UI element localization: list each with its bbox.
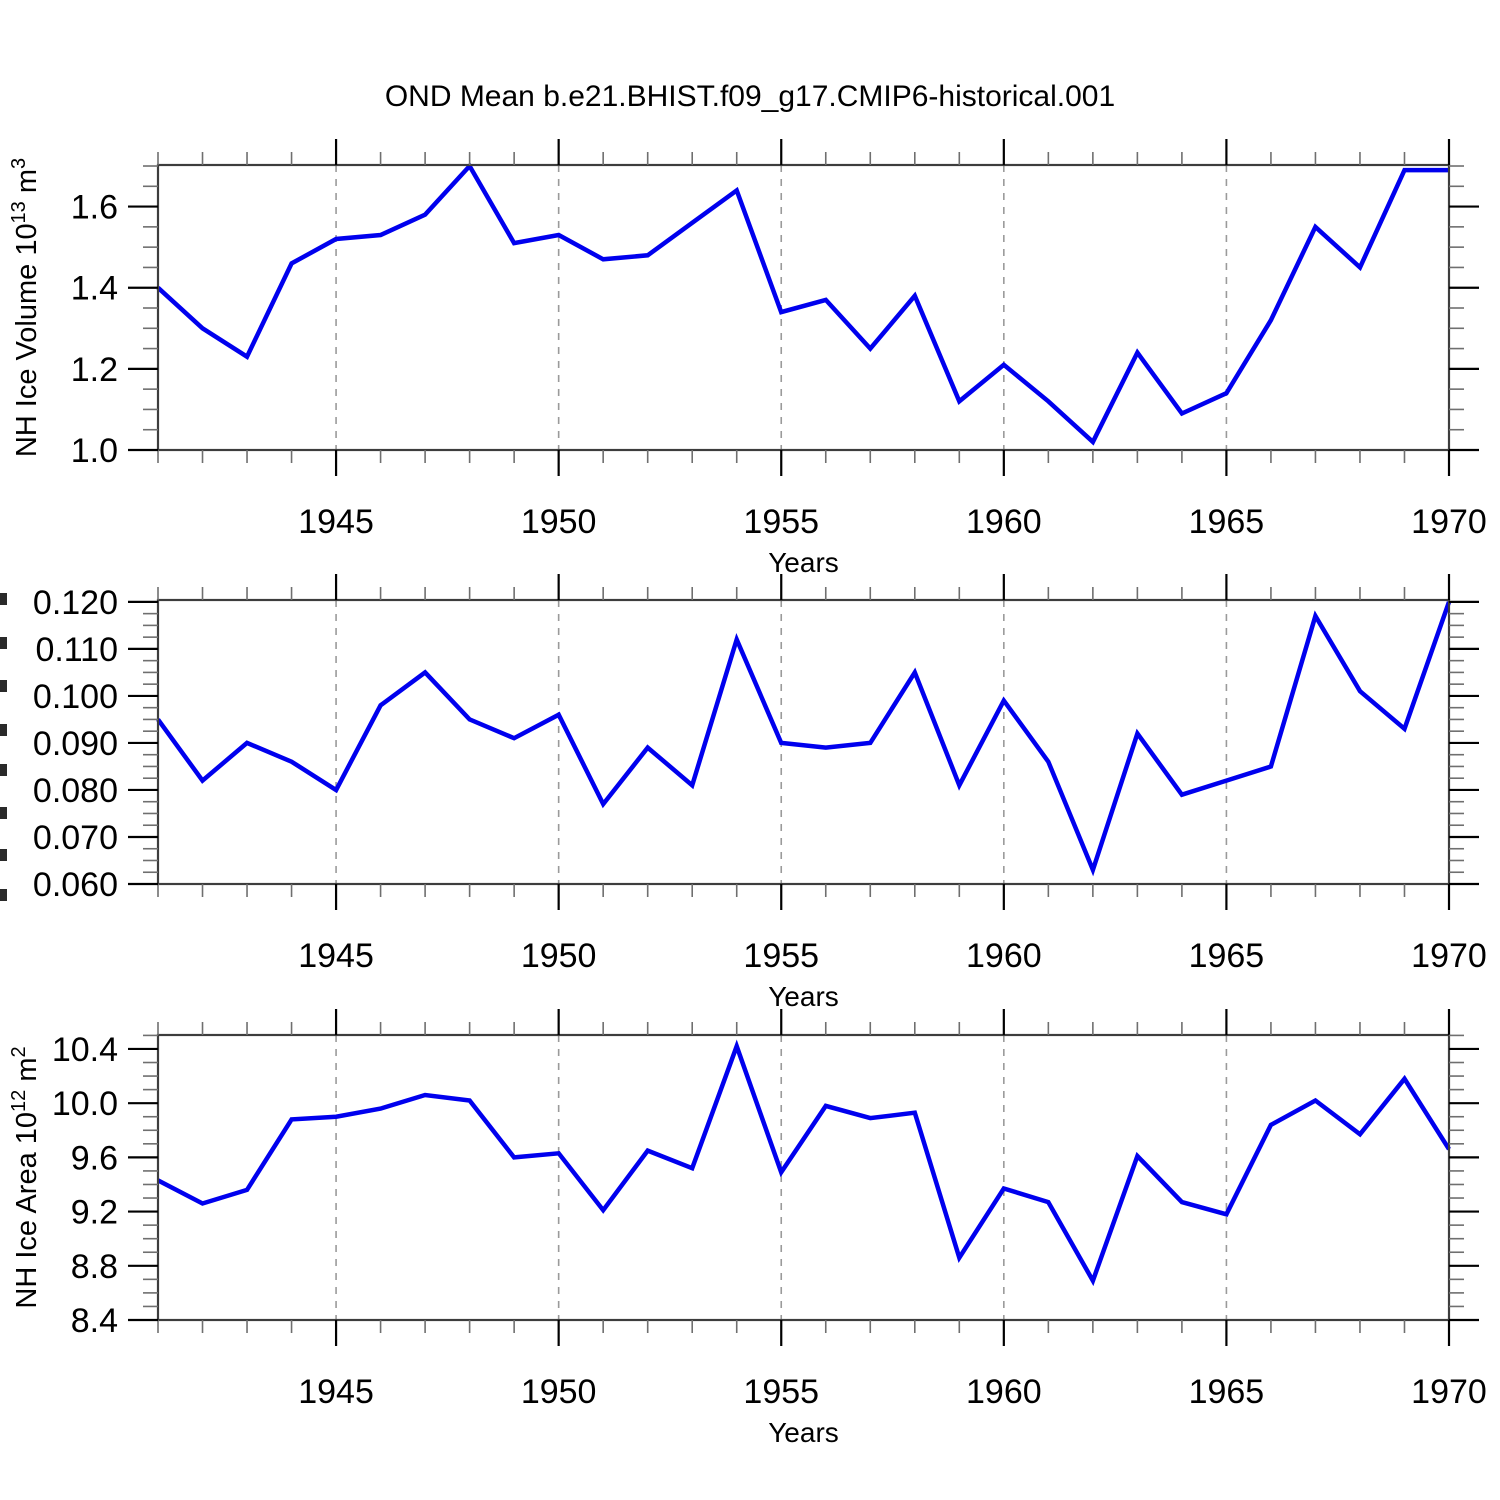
y-tick-label: 10.0 [52,1085,118,1123]
clipped-ylabel-fragment [0,724,7,736]
chart-title: OND Mean b.e21.BHIST.f09_g17.CMIP6-histo… [384,80,1116,113]
y-tick-label: 1.0 [71,432,118,470]
y-tick-label: 0.110 [35,631,118,669]
y-tick-label: 0.080 [33,772,118,810]
clipped-ylabel-fragment [0,637,7,649]
x-tick-label: 1950 [521,1373,597,1411]
x-tick-label: 1960 [966,503,1042,541]
x-tick-label: 1970 [1411,503,1487,541]
y-axis-title: NH Ice Area 1012 m2 [8,1046,43,1308]
x-tick-label: 1955 [743,503,819,541]
x-axis-title: Years [768,1417,839,1448]
x-tick-label: 1955 [743,1373,819,1411]
x-tick-label: 1945 [298,503,374,541]
y-tick-label: 8.8 [71,1248,118,1286]
nh-ice-volume-series-line [156,162,1449,446]
x-tick-label: 1950 [521,937,597,975]
x-tick-label: 1955 [743,937,819,975]
clipped-ylabel-fragment [0,807,7,819]
y-tick-label: 10.4 [52,1031,118,1069]
x-tick-label: 1960 [966,937,1042,975]
nh-ice-middle-unlabeled-series-line [156,601,1452,877]
plot-frame [156,1033,1451,1322]
y-tick-label: 0.090 [33,725,118,763]
panel-nh-ice-area: 8.4 8.8 9.2 9.6 10.0 10.4 1945 1950 1955 1960 1965… [8,1009,1487,1448]
x-axis-title: Years [768,547,839,578]
y-tick-label: 0.100 [33,678,118,716]
y-tick-label: 1.6 [71,189,118,227]
x-tick-label: 1945 [298,937,374,975]
nh-ice-area-series-line [156,1039,1451,1287]
y-tick-label: 9.6 [71,1139,118,1177]
y-tick-label: 9.2 [71,1194,118,1232]
y-tick-label: 1.2 [71,351,118,389]
y-tick-label: 0.060 [33,866,118,904]
y-axis-title: NH Ice Volume 1013 m3 [8,158,43,457]
y-tick-label: 1.4 [71,270,118,308]
clipped-ylabel-fragment [0,680,7,692]
plot-frame [156,598,1451,886]
clipped-ylabel-fragment [0,889,7,901]
x-tick-label: 1965 [1189,1373,1265,1411]
x-tick-label: 1945 [298,1373,374,1411]
panel-nh-ice-volume: 1.0 1.2 1.4 1.6 1945 1950 1955 1960 1965 1970 Year… [8,139,1487,578]
x-tick-label: 1965 [1189,937,1265,975]
x-tick-label: 1970 [1411,937,1487,975]
clipped-ylabel-fragment [0,764,7,776]
y-tick-label: 0.120 [33,584,118,622]
y-tick-label: 8.4 [71,1302,118,1340]
clipped-ylabel-fragment [0,593,7,605]
panel-nh-ice-middle-unlabeled: 0.060 0.070 0.080 0.090 0.100 0.110 0.120 1945 1… [0,574,1487,1012]
x-tick-label: 1965 [1189,503,1265,541]
x-axis-title: Years [768,981,839,1012]
clipped-ylabel-fragment [0,849,7,861]
y-tick-label: 0.070 [33,819,118,857]
x-tick-label: 1950 [521,503,597,541]
x-tick-label: 1960 [966,1373,1042,1411]
x-tick-label: 1970 [1411,1373,1487,1411]
